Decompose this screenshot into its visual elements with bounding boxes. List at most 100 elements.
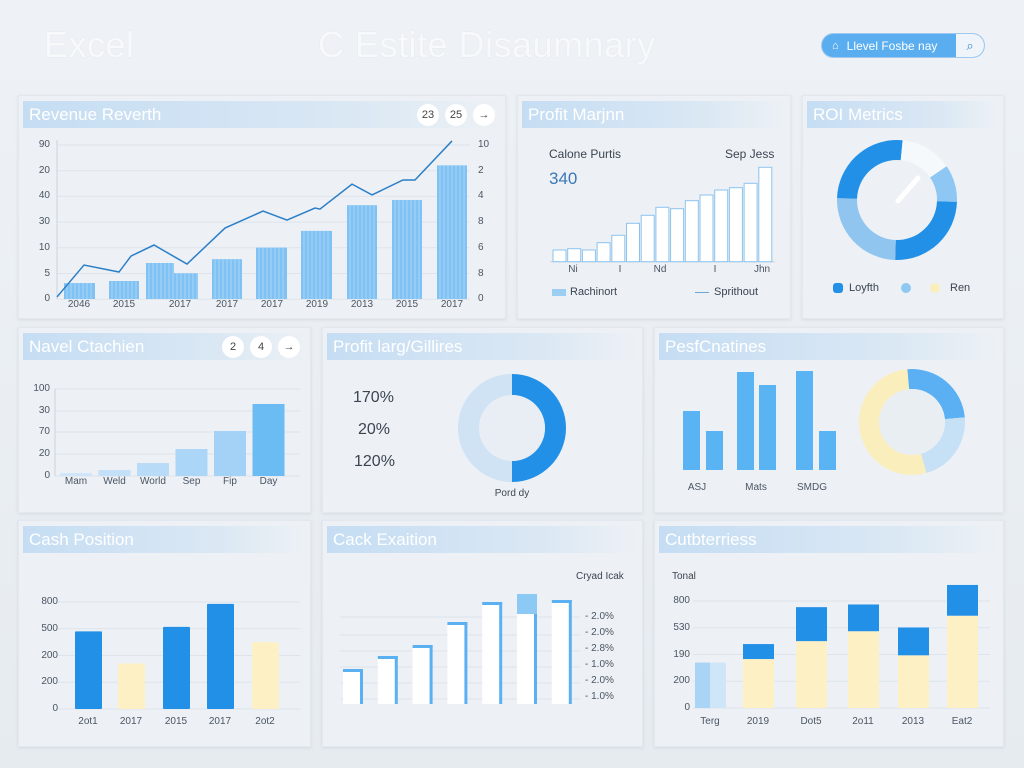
search-icon[interactable]: ⌕ [956, 34, 984, 57]
y-tick-label: 200 [41, 676, 58, 688]
x-tick-label: Jhn [753, 264, 771, 275]
stat-value: 20% [358, 421, 391, 438]
chart-caption: Tonal [672, 571, 696, 582]
x-tick-label: 2017 [440, 299, 464, 310]
stat-value: 170% [353, 389, 394, 406]
y-tick-label: 90 [38, 139, 50, 150]
y2-tick-label: - 2.0% [585, 627, 614, 638]
check-icon: ✓ [906, 410, 922, 430]
legend-label: Loyfth [849, 282, 879, 294]
y-tick-label: 5 [44, 267, 50, 279]
profit-margin-panel: Profit Marjnn Calone Purtis Sep Jess 340… [517, 95, 791, 319]
metric-value: 340 [549, 169, 578, 188]
panel-title: ROI Metrics [807, 101, 999, 128]
x-tick-label: SMDG [797, 482, 827, 493]
down-arrow-icon: ↓ [506, 417, 514, 434]
search-label: Llevel Fosbe nay [846, 38, 938, 53]
search-bar[interactable]: ⌂ Llevel Fosbe nay ⌕ [821, 33, 985, 58]
y-tick-label: 800 [41, 596, 58, 607]
donut-label: Pord dy [494, 488, 530, 499]
y-tick-label: 30 [38, 216, 50, 228]
x-tick-label: Terg [700, 716, 720, 727]
legend-swatch [901, 283, 911, 293]
x-tick-label: 2017 [119, 716, 143, 727]
y2-tick-label: 0 [478, 293, 484, 305]
y-tick-label: 200 [673, 675, 690, 687]
y2-tick-label: 6 [478, 241, 484, 253]
legend-label: Rachinort [570, 286, 618, 298]
y-tick-label: 500 [41, 622, 58, 634]
y2-tick-label: - 2.0% [585, 611, 614, 622]
legend-label: Ren [950, 282, 971, 294]
x-tick-label: ASJ [687, 482, 707, 493]
y2-tick-label: - 2.0% [585, 675, 614, 686]
y2-tick-label: - 2.8% [585, 643, 614, 654]
y-tick-label: 0 [684, 702, 690, 713]
legend-swatch [930, 283, 940, 293]
y2-tick-label: 8 [478, 267, 484, 279]
x-tick-label: 2ot2 [255, 716, 275, 727]
app-title: Excel [44, 24, 135, 65]
x-tick-label: Fip [223, 476, 237, 487]
profit-figures-panel: Profit larg/Gillires 170% 20% 120% Pord … [322, 327, 643, 513]
period-label: Sep Jess [725, 147, 775, 161]
y2-tick-label: - 1.0% [585, 659, 614, 670]
x-tick-label: I [618, 264, 622, 275]
y2-tick-label: - 1.0% [585, 691, 614, 702]
x-tick-label: Mats [745, 482, 767, 493]
x-tick-label: Day [259, 476, 278, 487]
x-tick-label: 2019 [746, 716, 770, 727]
y2-tick-label: 2 [478, 164, 484, 176]
page-button-1[interactable]: 23 [417, 104, 439, 126]
chart-caption: Cryad Icak [576, 571, 624, 582]
x-tick-label: 2015 [164, 716, 188, 727]
y2-tick-label: 8 [478, 216, 484, 228]
x-tick-label: Mam [64, 476, 88, 487]
y-tick-label: 0 [44, 470, 50, 481]
page-button-2[interactable]: 4 [250, 336, 272, 358]
x-tick-label: Eat2 [951, 716, 973, 727]
y-tick-label: 10 [38, 241, 50, 253]
dashboard-title: C Estite Disaumnary [318, 24, 656, 65]
next-arrow-icon[interactable]: → [278, 336, 300, 358]
y-tick-label: 0 [44, 293, 50, 305]
x-tick-label: 2019 [305, 299, 329, 310]
x-tick-label: 2015 [395, 299, 419, 310]
x-tick-label: 2046 [67, 299, 91, 310]
x-tick-label: Nd [653, 264, 667, 275]
y-tick-label: 530 [673, 621, 690, 633]
next-arrow-icon[interactable]: → [473, 104, 495, 126]
x-tick-label: 2017 [215, 299, 239, 310]
y-tick-label: 200 [41, 649, 58, 661]
y-tick-label: 190 [673, 648, 690, 660]
y-tick-label: 800 [673, 595, 690, 606]
y2-tick-label: 10 [478, 139, 490, 150]
y2-tick-label: 4 [478, 190, 484, 202]
home-icon: ⌂ [832, 39, 839, 52]
legend-swatch-bar [552, 289, 566, 296]
x-tick-label: Dot5 [800, 716, 822, 727]
x-tick-label: 2013 [901, 716, 925, 727]
x-tick-label: 2017 [260, 299, 284, 310]
x-tick-label: Ni [568, 264, 578, 275]
stat-value: 120% [354, 453, 395, 470]
x-tick-label: 2ot1 [78, 716, 98, 727]
panel-title: Cutbterriess [659, 526, 999, 553]
x-tick-label: 2o11 [852, 716, 874, 727]
roi-panel: ROI Metrics Loyfth Ren [802, 95, 1004, 319]
page-button-2[interactable]: 25 [445, 104, 467, 126]
legend-swatch-line [695, 292, 709, 293]
y-tick-label: 30 [38, 405, 50, 416]
panel-title: Profit Marjnn [522, 101, 786, 128]
cash-panel: Cash Position [18, 520, 311, 747]
x-tick-label: Weld [103, 476, 126, 487]
y-tick-label: 20 [38, 448, 50, 459]
y-tick-label: 100 [33, 383, 50, 394]
panel-title: Cash Position [23, 526, 306, 553]
metric-label: Calone Purtis [549, 147, 622, 161]
x-tick-label: Sep [182, 476, 201, 487]
page-button-1[interactable]: 2 [222, 336, 244, 358]
cutbterriess-panel: Cutbterriess Tonal [654, 520, 1004, 747]
x-tick-label: I [713, 264, 717, 275]
x-tick-label: 2013 [350, 299, 374, 310]
